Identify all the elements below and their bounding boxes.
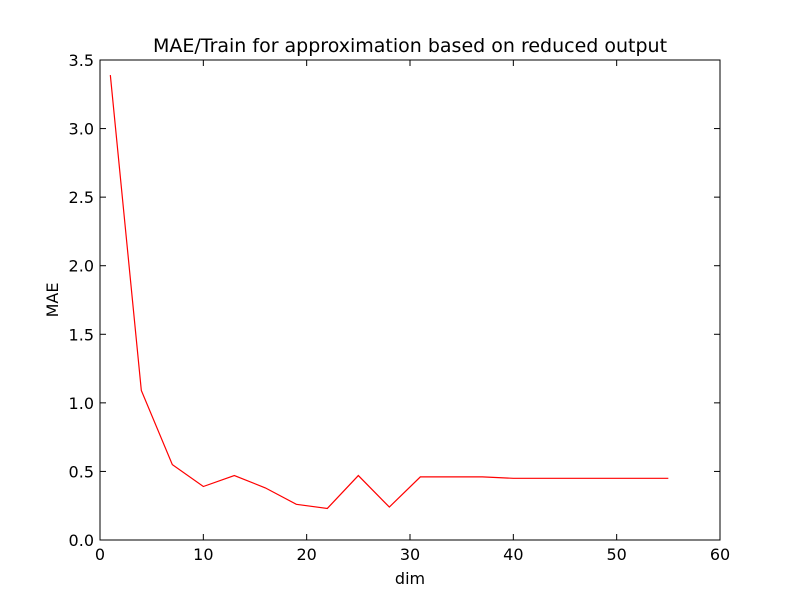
y-axis-label: MAE (43, 283, 62, 318)
x-tick-label: 60 (710, 545, 730, 564)
y-tick-label: 3.5 (69, 51, 94, 70)
y-tick-label: 1.0 (69, 394, 94, 413)
ticks-layer: 0 10 20 30 40 50 60 0.0 0.5 1.0 1.5 2.0 2.5 3.0 3.5 (69, 51, 731, 564)
x-tick-label: 10 (193, 545, 213, 564)
y-tick-label: 3.0 (69, 120, 94, 139)
series-line (109, 75, 669, 510)
x-tick-label: 50 (606, 545, 626, 564)
x-tick-label: 0 (95, 545, 105, 564)
y-tick-label: 0.0 (69, 531, 94, 550)
x-tick-label: 20 (296, 545, 316, 564)
x-axis-label: dim (395, 569, 425, 588)
y-tick-label: 1.5 (69, 325, 94, 344)
axes-frame (99, 59, 721, 541)
y-tick-label: 2.0 (69, 257, 94, 276)
x-tick-label: 40 (503, 545, 523, 564)
x-tick-label: 30 (400, 545, 420, 564)
y-tick-label: 2.5 (69, 188, 94, 207)
chart-title: MAE/Train for approximation based on red… (153, 35, 667, 57)
y-tick-label: 0.5 (69, 462, 94, 481)
series-layer (109, 75, 669, 510)
